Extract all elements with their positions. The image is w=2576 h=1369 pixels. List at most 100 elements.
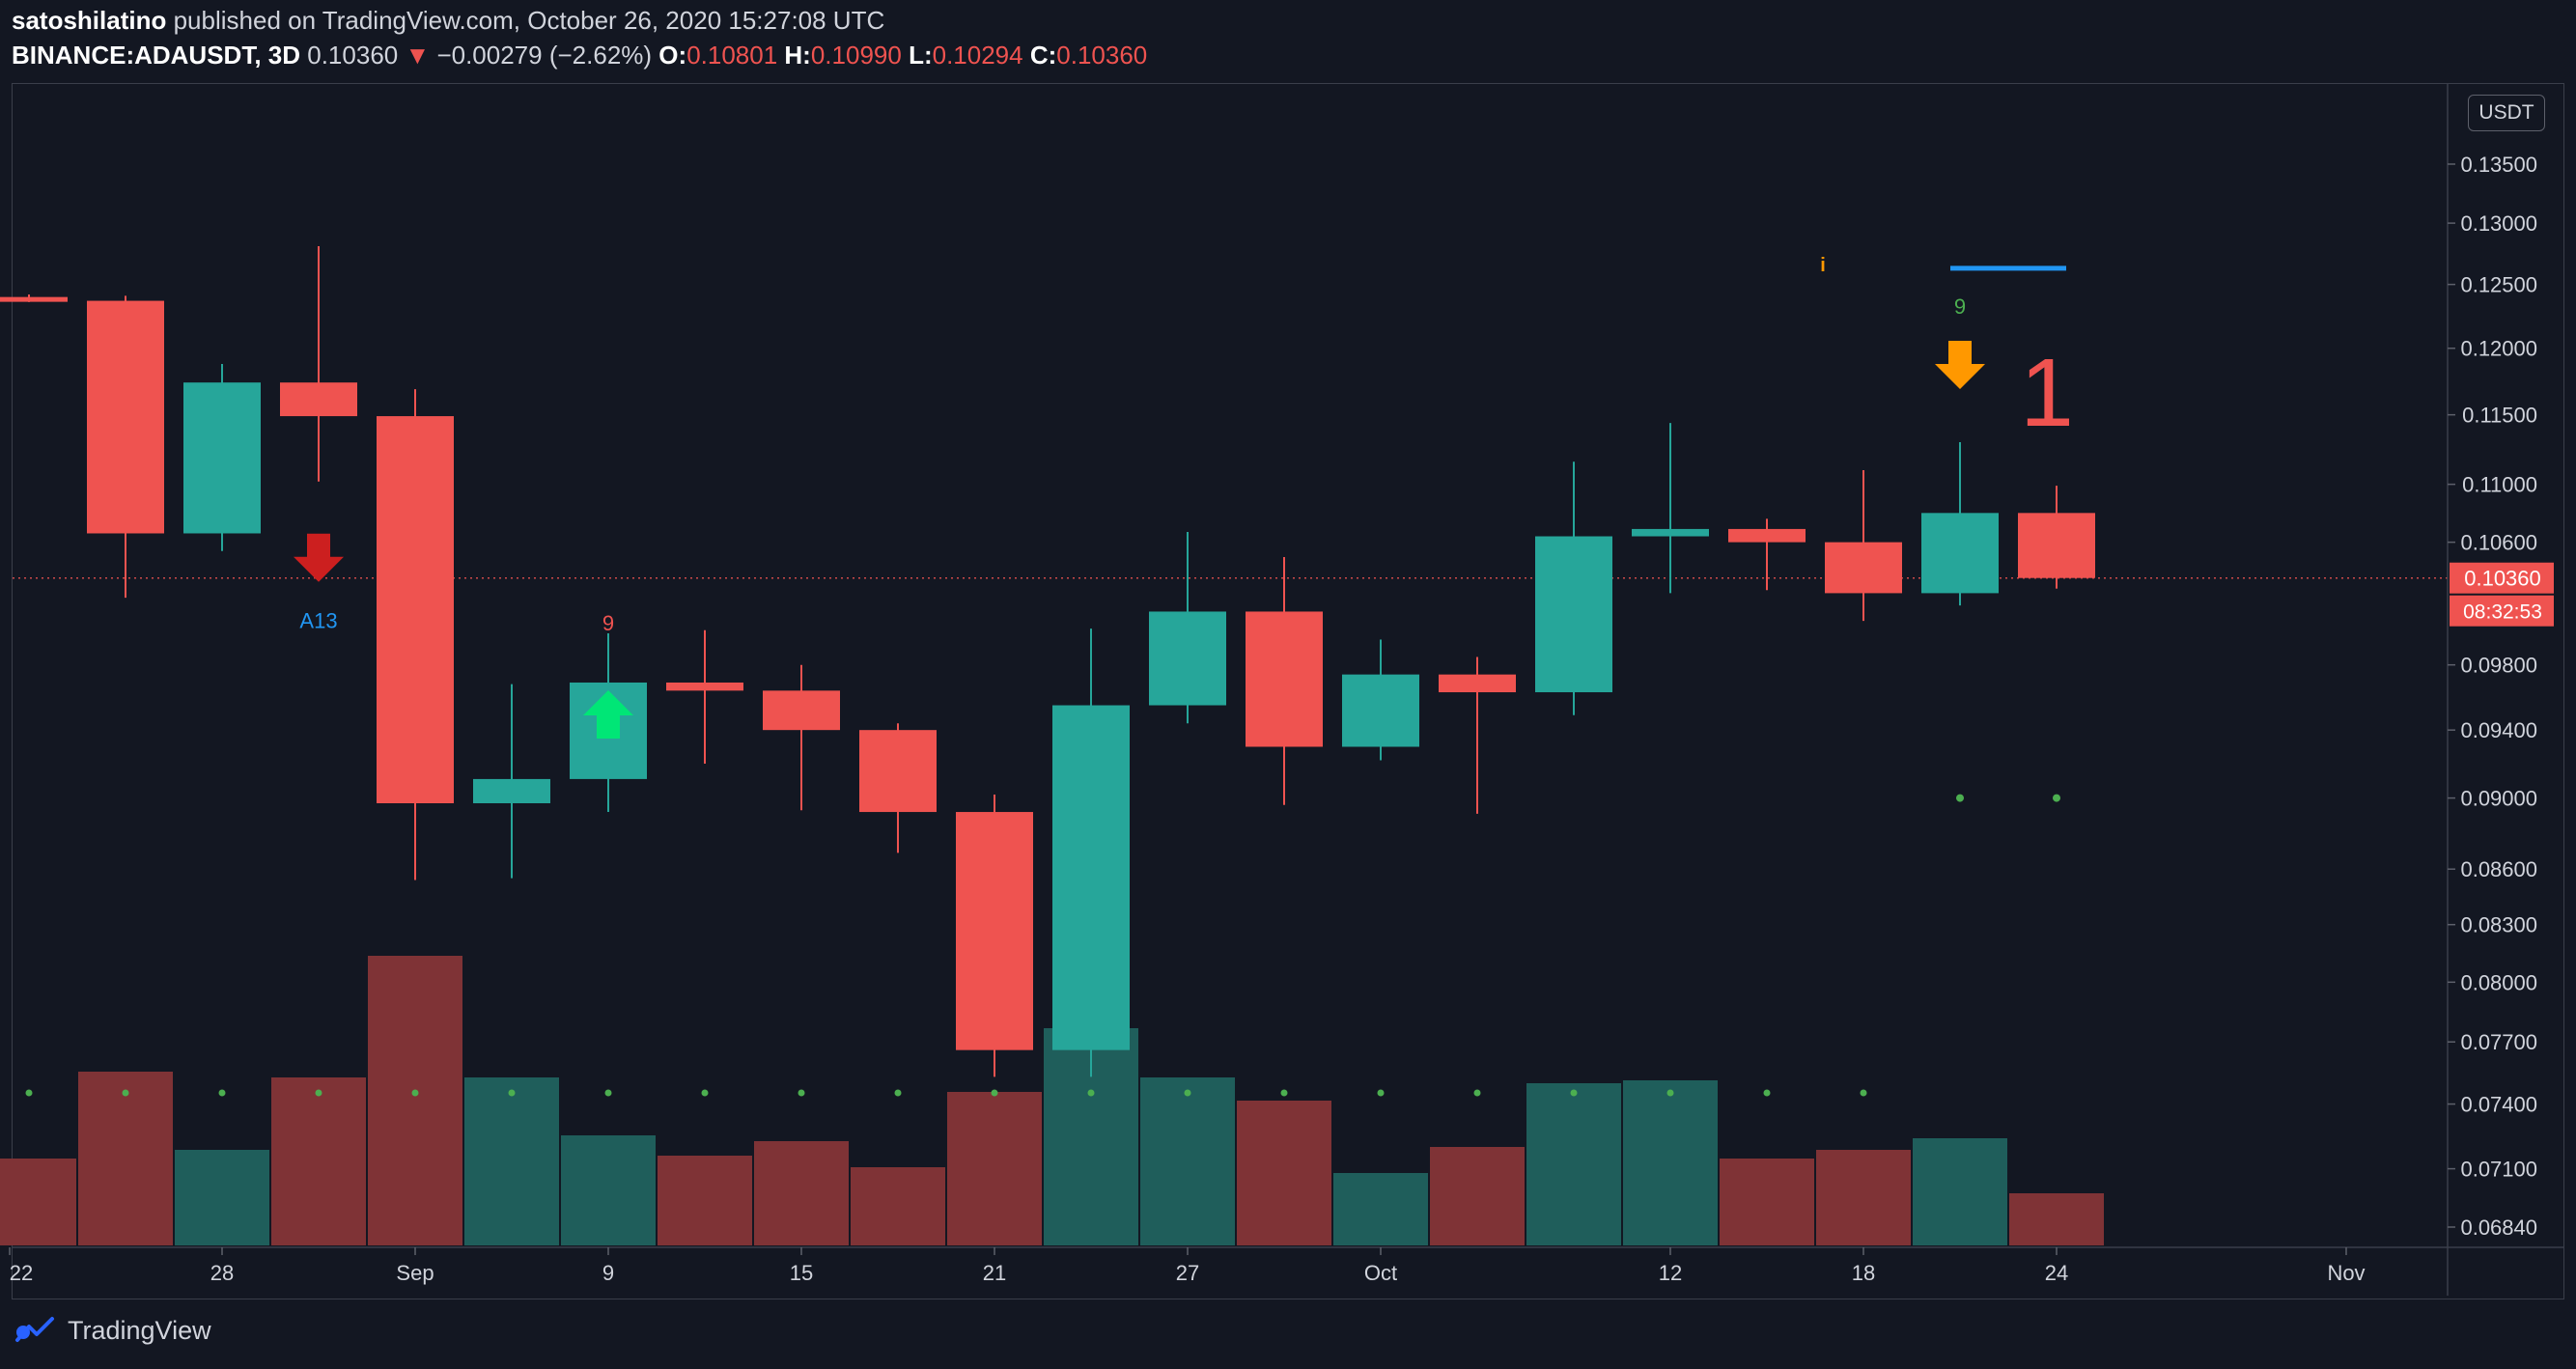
currency-button[interactable]: USDT	[2468, 95, 2545, 131]
candle-body	[1728, 528, 1806, 543]
time-tick-label: Sep	[396, 1261, 434, 1285]
volume-bar	[1526, 1083, 1621, 1245]
candle-body	[183, 382, 261, 534]
down-arrow-icon	[294, 533, 344, 582]
candle-body	[1052, 705, 1130, 1050]
volume-bar	[1816, 1150, 1911, 1245]
time-tick-label: Oct	[1364, 1261, 1397, 1285]
open-label: O:	[658, 41, 687, 70]
time-tick-label: 15	[790, 1261, 813, 1285]
symbol-info-line: BINANCE:ADAUSDT, 3D 0.10360 ▼ −0.00279 (…	[12, 41, 1147, 70]
price-tick-label: 0.08300	[2460, 913, 2537, 937]
volume-bar	[175, 1150, 269, 1245]
volume-bar	[368, 956, 462, 1245]
low-value: 0.10294	[932, 41, 1023, 70]
price-tick-label: 0.09800	[2460, 654, 2537, 678]
current-price-tag	[2450, 562, 2554, 594]
candle-body	[1246, 611, 1323, 747]
candle-body	[666, 682, 743, 691]
tradingview-brand: TradingView	[68, 1315, 211, 1345]
candle-body	[1535, 536, 1612, 693]
volume-dot	[25, 1089, 33, 1097]
volume-dot	[1763, 1089, 1771, 1097]
price-tick-label: 0.06840	[2460, 1215, 2537, 1240]
price-tick-label: 0.13500	[2460, 153, 2537, 177]
publish-text: published on TradingView.com, October 26…	[173, 6, 885, 35]
volume-bar	[1140, 1077, 1235, 1245]
candle-body	[859, 730, 937, 813]
volume-dot	[1377, 1089, 1385, 1097]
countdown-tag	[2450, 595, 2554, 627]
volume-dot	[991, 1089, 998, 1097]
volume-dot	[508, 1089, 516, 1097]
time-tick-label: 18	[1852, 1261, 1875, 1285]
volume-dot	[1184, 1089, 1191, 1097]
time-tick-label: 12	[1659, 1261, 1682, 1285]
current-price-label: 0.10360	[2464, 567, 2541, 591]
candle-body	[87, 300, 164, 534]
volume-bar	[947, 1092, 1042, 1245]
price-tick-label: 0.10600	[2460, 531, 2537, 555]
open-value: 0.10801	[686, 41, 778, 70]
volume-dot	[1280, 1089, 1288, 1097]
candle-body	[763, 690, 840, 731]
publish-info: satoshilatino published on TradingView.c…	[12, 6, 884, 36]
volume-bar	[561, 1135, 656, 1245]
price-change: −0.00279 (−2.62%)	[436, 41, 653, 70]
volume-bar	[78, 1072, 173, 1245]
volume-bar	[1237, 1101, 1331, 1245]
volume-dot	[798, 1089, 805, 1097]
signal-label: 1	[2020, 339, 2074, 447]
price-tick-label: 0.07100	[2460, 1158, 2537, 1182]
volume-bar	[1623, 1080, 1718, 1245]
info-label: i	[1820, 255, 1826, 276]
symbol-name[interactable]: BINANCE:ADAUSDT, 3D	[12, 41, 301, 70]
volume-bar	[851, 1167, 945, 1245]
price-tick-label: 0.13000	[2460, 211, 2537, 236]
down-triangle-icon: ▼	[405, 41, 431, 70]
candle-body	[377, 416, 454, 803]
time-tick-label: 28	[210, 1261, 234, 1285]
up-arrow-icon	[583, 689, 633, 739]
volume-bar	[271, 1077, 366, 1245]
close-label: C:	[1029, 41, 1057, 70]
candle-body	[1632, 528, 1709, 537]
last-price: 0.10360	[307, 41, 399, 70]
time-tick-label: 24	[2045, 1261, 2068, 1285]
volume-dot	[1860, 1089, 1867, 1097]
price-tick-label: 0.09000	[2460, 787, 2537, 811]
high-label: H:	[784, 41, 811, 70]
candle-body	[1921, 513, 1999, 594]
down-arrow-icon	[1935, 341, 1985, 390]
candle-body	[1825, 542, 1902, 594]
time-tick-label: Nov	[2327, 1261, 2365, 1285]
volume-bar	[464, 1077, 559, 1245]
signal-dot	[1956, 794, 1964, 802]
price-tick-label: 0.09400	[2460, 718, 2537, 742]
time-tick-label: 21	[983, 1261, 1006, 1285]
volume-dot	[315, 1089, 322, 1097]
signal-label: A13	[299, 609, 337, 633]
volume-dot	[1570, 1089, 1578, 1097]
signal-dot	[2053, 794, 2060, 802]
volume-bar	[1430, 1147, 1525, 1245]
volume-bar	[0, 1159, 76, 1245]
volume-dot	[122, 1089, 129, 1097]
countdown-label: 08:32:53	[2463, 601, 2542, 624]
tradingview-footer[interactable]: TradingView	[14, 1315, 211, 1346]
tradingview-logo-icon	[15, 1317, 54, 1342]
signal-label: 9	[1954, 294, 1966, 319]
author-name[interactable]: satoshilatino	[12, 6, 167, 35]
volume-dot	[1666, 1089, 1674, 1097]
high-value: 0.10990	[810, 41, 902, 70]
candle-body	[0, 296, 68, 302]
time-tick-label: 22	[10, 1261, 33, 1285]
close-value: 0.10360	[1056, 41, 1148, 70]
candle-body	[280, 382, 357, 417]
chart-frame[interactable]	[12, 83, 2564, 1299]
volume-dot	[218, 1089, 226, 1097]
candle-body	[2018, 513, 2095, 578]
volume-bar	[2009, 1193, 2104, 1245]
volume-dot	[604, 1089, 612, 1097]
